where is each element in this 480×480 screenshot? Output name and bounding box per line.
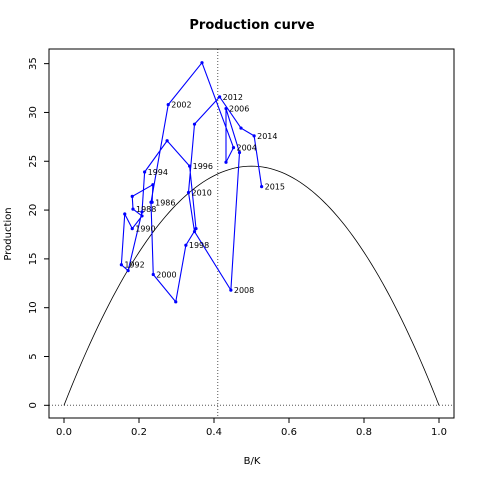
- data-point: [192, 229, 197, 234]
- y-tick-label: 15: [28, 253, 39, 266]
- point-label: 2008: [234, 286, 254, 295]
- y-tick-label: 35: [28, 57, 39, 70]
- data-point: [149, 200, 153, 204]
- point-label: 2014: [257, 132, 277, 141]
- data-point: [131, 207, 135, 211]
- data-point: [218, 95, 222, 99]
- x-axis-label: B/K: [244, 456, 261, 467]
- y-tick-label: 20: [28, 204, 39, 217]
- data-point: [166, 103, 170, 107]
- y-tick-label: 25: [28, 155, 39, 168]
- data-point: [200, 61, 204, 65]
- data-point: [119, 263, 123, 267]
- y-tick-label: 0: [28, 402, 39, 408]
- data-point: [224, 106, 228, 111]
- y-tick-label: 5: [28, 353, 39, 359]
- chart-title: Production curve: [189, 18, 314, 33]
- x-tick-label: 1.0: [431, 427, 447, 438]
- x-axis: 0.0 0.2 0.4 0.6 0.8 1.0: [56, 418, 447, 438]
- data-point: [151, 183, 155, 187]
- x-tick-label: 0.8: [356, 427, 372, 438]
- data-point: [165, 139, 169, 143]
- y-tick-label: 10: [28, 301, 39, 314]
- data-point: [186, 190, 191, 195]
- data-point: [184, 243, 188, 247]
- point-label: 1986: [155, 198, 175, 207]
- data-point: [126, 268, 130, 273]
- x-tick-label: 0.2: [131, 427, 147, 438]
- point-label: 2002: [171, 101, 191, 110]
- data-point: [229, 288, 233, 292]
- production-curve-line: [63, 165, 440, 406]
- point-label: 2012: [223, 93, 243, 102]
- data-point: [143, 170, 147, 174]
- data-point: [252, 134, 256, 138]
- series-line: [120, 61, 263, 304]
- y-axis-label: Production: [3, 207, 14, 260]
- data-point: [130, 227, 134, 231]
- point-label: 1988: [136, 205, 156, 214]
- plot-frame: [48, 48, 455, 419]
- point-label: 2000: [156, 271, 176, 280]
- x-tick-label: 0.0: [56, 427, 72, 438]
- point-label: 2006: [229, 105, 249, 114]
- point-label: 2004: [237, 144, 257, 153]
- x-tick-label: 0.6: [281, 427, 297, 438]
- data-point: [239, 126, 243, 130]
- data-point: [260, 185, 264, 189]
- data-point: [224, 160, 228, 164]
- data-point: [174, 300, 178, 304]
- y-tick-label: 30: [28, 106, 39, 119]
- data-point: [151, 272, 155, 277]
- data-point: [194, 227, 198, 231]
- data-point: [237, 150, 242, 155]
- data-point: [231, 145, 236, 150]
- point-label: 1996: [193, 162, 213, 171]
- data-point: [140, 214, 144, 218]
- data-point: [188, 164, 192, 168]
- data-point: [130, 194, 134, 199]
- data-point: [192, 122, 197, 126]
- point-label: 1990: [135, 225, 155, 234]
- data-point: [140, 210, 144, 214]
- data-point: [123, 212, 127, 216]
- point-label: 1998: [189, 241, 209, 250]
- x-tick-label: 0.4: [206, 427, 222, 438]
- point-label: 2015: [265, 183, 285, 192]
- point-label: 1994: [148, 168, 168, 177]
- point-label: 1992: [124, 261, 144, 270]
- point-label: 2010: [192, 189, 212, 198]
- y-axis: 0 5 10 15 20 25 30 35: [28, 57, 49, 408]
